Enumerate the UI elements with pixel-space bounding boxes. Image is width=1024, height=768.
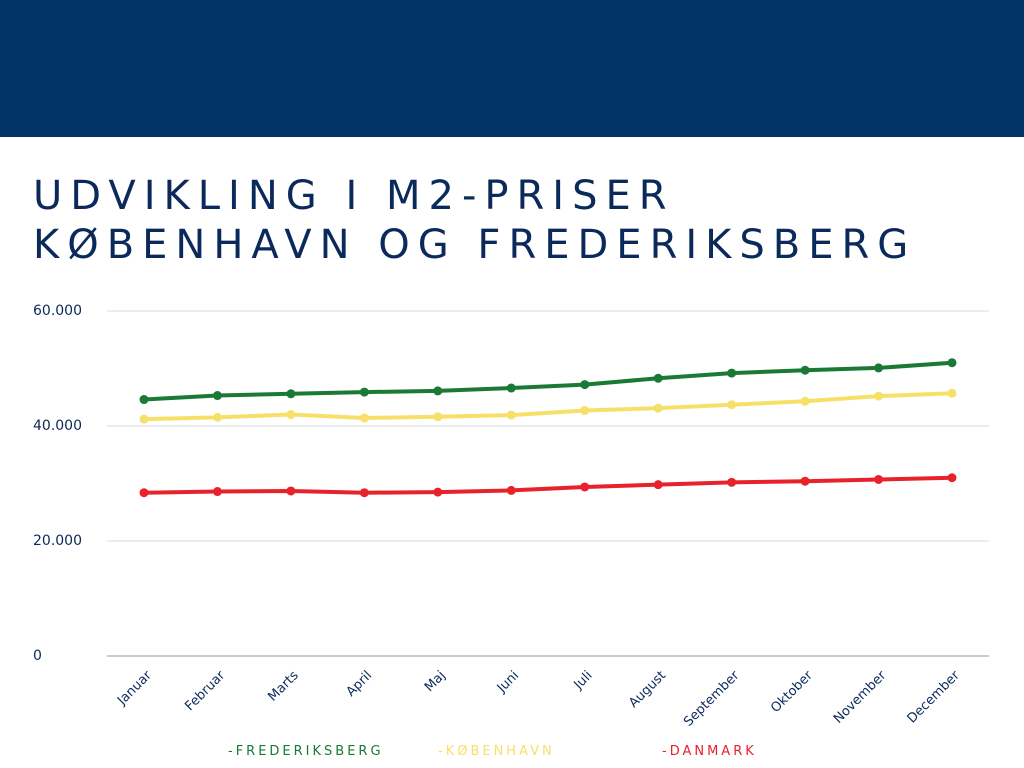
x-tick-label: Juli xyxy=(571,668,596,693)
x-tick-label: Marts xyxy=(265,668,302,705)
data-point xyxy=(580,405,590,415)
series-line xyxy=(142,391,954,422)
data-point xyxy=(800,476,810,486)
data-point xyxy=(359,488,369,498)
x-tick-label: Februar xyxy=(182,668,228,714)
page-title: UDVIKLING I M2-PRISER KØBENHAVN OG FREDE… xyxy=(33,172,916,270)
x-tick-label: Oktober xyxy=(768,668,816,716)
data-point xyxy=(506,383,516,393)
data-point xyxy=(653,403,663,413)
data-point xyxy=(433,487,443,497)
data-point xyxy=(286,389,296,399)
x-tick-label: April xyxy=(344,668,376,700)
x-tick-label: Maj xyxy=(422,668,449,695)
data-point xyxy=(947,358,957,368)
title-line-2: KØBENHAVN OG FREDERIKSBERG xyxy=(33,222,917,268)
x-tick-label: Januar xyxy=(114,668,155,709)
data-point xyxy=(286,486,296,496)
header-banner xyxy=(0,0,1024,137)
series-line xyxy=(142,475,954,495)
data-point xyxy=(947,473,957,483)
data-point xyxy=(506,410,516,420)
legend-danmark: -DANMARK xyxy=(662,744,757,759)
data-point xyxy=(433,386,443,396)
data-point xyxy=(212,412,222,422)
data-point xyxy=(506,485,516,495)
data-point xyxy=(653,480,663,490)
data-point xyxy=(874,474,884,484)
data-point xyxy=(727,368,737,378)
data-point xyxy=(580,482,590,492)
data-point xyxy=(874,391,884,401)
data-point xyxy=(653,373,663,383)
legend-frederiksberg: -FREDERIKSBERG xyxy=(228,744,384,759)
data-point xyxy=(874,363,884,373)
x-tick-label: August xyxy=(626,668,669,711)
data-point xyxy=(727,400,737,410)
data-point xyxy=(433,412,443,422)
data-point xyxy=(359,413,369,423)
data-point xyxy=(212,487,222,497)
data-point xyxy=(947,388,957,398)
x-tick-label: November xyxy=(831,668,890,727)
y-tick-label: 60.000 xyxy=(33,303,82,319)
legend-kobenhavn: -KØBENHAVN xyxy=(438,744,555,759)
x-tick-label: December xyxy=(905,668,964,727)
data-point xyxy=(800,365,810,375)
y-tick-label: 0 xyxy=(33,648,42,664)
data-point xyxy=(800,396,810,406)
data-point xyxy=(139,414,149,424)
y-tick-label: 40.000 xyxy=(33,418,82,434)
x-tick-label: Juni xyxy=(494,668,522,696)
x-tick-label: September xyxy=(681,668,743,730)
data-point xyxy=(212,391,222,401)
data-point xyxy=(139,395,149,405)
series-line xyxy=(142,360,954,402)
title-line-1: UDVIKLING I M2-PRISER xyxy=(33,173,675,219)
data-point xyxy=(580,380,590,390)
data-point xyxy=(359,387,369,397)
data-point xyxy=(286,410,296,419)
data-point xyxy=(727,477,737,487)
y-tick-label: 20.000 xyxy=(33,533,82,549)
data-point xyxy=(139,488,149,498)
